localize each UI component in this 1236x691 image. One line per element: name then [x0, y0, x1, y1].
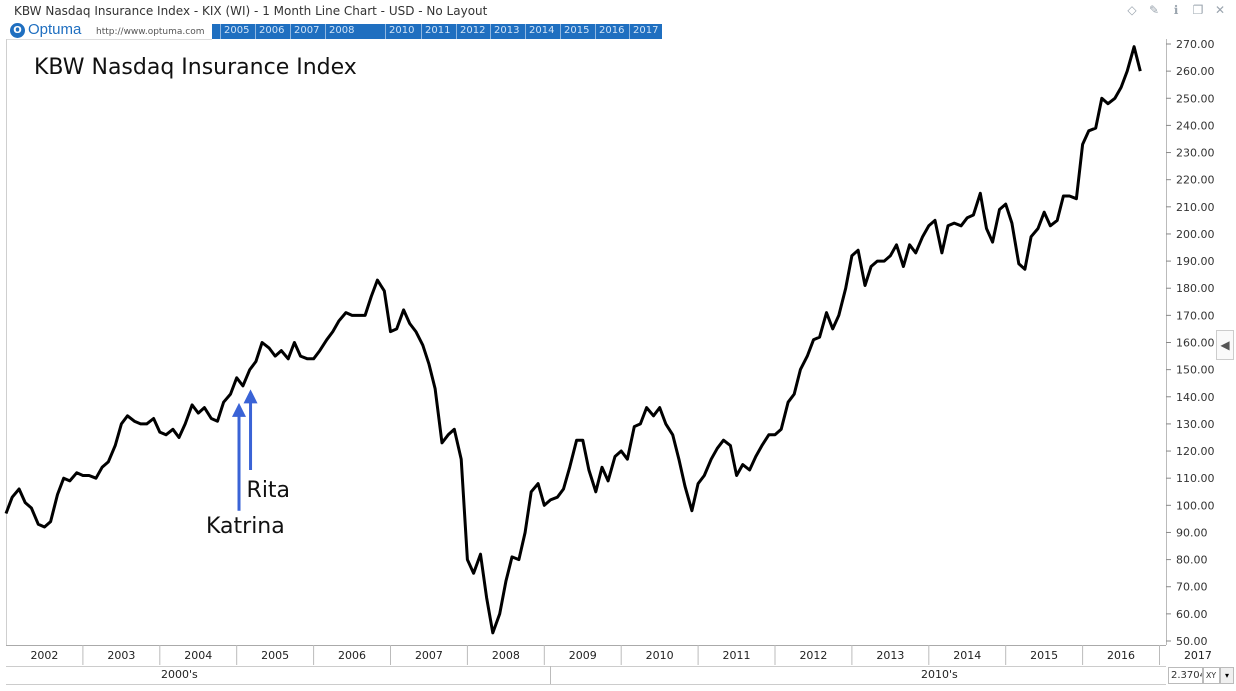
navigator-year[interactable]: 2010: [389, 25, 415, 36]
x-tick-label: 2015: [1030, 649, 1058, 662]
navigator-year[interactable]: 2011: [425, 25, 451, 36]
annotation-label: Katrina: [206, 513, 285, 539]
x-tick-label: 2004: [184, 649, 212, 662]
y-tick-label: 200.00: [1176, 228, 1215, 241]
y-tick-label: 130.00: [1176, 418, 1215, 431]
x-tick-label: 2014: [953, 649, 981, 662]
close-icon[interactable]: ✕: [1214, 3, 1226, 17]
navigator-divider: [525, 24, 526, 39]
y-tick-label: 80.00: [1176, 554, 1208, 567]
y-tick-label: 150.00: [1176, 364, 1215, 377]
diamond-icon[interactable]: ◇: [1127, 3, 1137, 17]
plot-area[interactable]: [6, 39, 1167, 645]
series-line: [4, 45, 1142, 635]
x-tick-label: 2016: [1107, 649, 1135, 662]
logo-url: http://www.optuma.com: [96, 27, 205, 37]
window-controls: ◇ ✎ ℹ ❐ ✕: [1124, 3, 1228, 17]
navigator-year[interactable]: 2014: [529, 25, 555, 36]
x-tick-label: 2010: [646, 649, 674, 662]
restore-icon[interactable]: ❐: [1192, 3, 1204, 17]
y-tick-label: 230.00: [1176, 147, 1215, 160]
optuma-logo: O Optuma http://www.optuma.com: [6, 21, 212, 40]
y-tick-label: 210.00: [1176, 201, 1215, 214]
navigator-year[interactable]: 2015: [564, 25, 590, 36]
dropdown-button[interactable]: ▾: [1220, 667, 1234, 684]
x-tick-label: 2006: [338, 649, 366, 662]
x-tick-label: 2017: [1184, 649, 1212, 662]
x-tick-label: 2005: [261, 649, 289, 662]
navigator-strip[interactable]: O Optuma http://www.optuma.com 2005 2006 2…: [6, 21, 1162, 40]
logo-text: Optuma: [28, 21, 82, 38]
navigator-divider: [560, 24, 561, 39]
x-tick-label: 2008: [492, 649, 520, 662]
navigator-divider: [220, 24, 221, 39]
navigator-year[interactable]: 2017: [633, 25, 659, 36]
navigator-divider: [629, 24, 630, 39]
y-tick-label: 240.00: [1176, 119, 1215, 132]
x-tick-label: 2002: [30, 649, 58, 662]
chart-title: KBW Nasdaq Insurance Index: [34, 55, 357, 80]
crosshair-readout: 2.3704: [1168, 667, 1204, 684]
xy-toggle-button[interactable]: XY: [1202, 667, 1220, 684]
x-tick-label: 2009: [569, 649, 597, 662]
x-tick-label: 2003: [107, 649, 135, 662]
y-tick-label: 120.00: [1176, 445, 1215, 458]
x-tick-label: 2011: [723, 649, 751, 662]
decade-label-2000s: 2000's: [161, 668, 198, 681]
y-tick-label: 260.00: [1176, 65, 1215, 78]
x-tick-label: 2013: [876, 649, 904, 662]
navigator-divider: [456, 24, 457, 39]
navigator-divider: [385, 24, 386, 39]
x-tick-label: 2007: [415, 649, 443, 662]
window-titlebar: KBW Nasdaq Insurance Index - KIX (WI) - …: [0, 0, 1236, 22]
navigator-year[interactable]: 2008: [329, 25, 355, 36]
navigator-year[interactable]: 2013: [494, 25, 520, 36]
navigator-divider: [490, 24, 491, 39]
y-tick-label: 250.00: [1176, 92, 1215, 105]
info-icon[interactable]: ℹ: [1173, 3, 1179, 17]
y-tick-label: 170.00: [1176, 309, 1215, 322]
y-tick-label: 220.00: [1176, 174, 1215, 187]
decade-divider: [550, 666, 551, 684]
annotation-arrow-head: [243, 389, 258, 404]
y-tick-label: 180.00: [1176, 282, 1215, 295]
navigator-year[interactable]: 2016: [599, 25, 625, 36]
y-tick-label: 60.00: [1176, 608, 1208, 621]
navigator-divider: [421, 24, 422, 39]
annotation-label: Rita: [246, 478, 291, 504]
pin-icon[interactable]: ✎: [1148, 3, 1160, 17]
navigator-year[interactable]: 2005: [224, 25, 250, 36]
decade-axis: 2000's 2010's: [6, 666, 1166, 685]
navigator-divider: [325, 24, 326, 39]
window-title: KBW Nasdaq Insurance Index - KIX (WI) - …: [14, 4, 488, 18]
y-tick-label: 100.00: [1176, 499, 1215, 512]
navigator-divider: [255, 24, 256, 39]
y-tick-label: 110.00: [1176, 472, 1215, 485]
optuma-logo-icon: O: [10, 23, 25, 38]
decade-label-2010s: 2010's: [921, 668, 958, 681]
navigator-year[interactable]: 2012: [460, 25, 486, 36]
x-tick-label: 2012: [799, 649, 827, 662]
y-tick-label: 190.00: [1176, 255, 1215, 268]
navigator-year[interactable]: 2006: [259, 25, 285, 36]
navigator-divider: [290, 24, 291, 39]
navigator-divider: [595, 24, 596, 39]
y-tick-label: 270.00: [1176, 38, 1215, 51]
y-tick-label: 90.00: [1176, 526, 1208, 539]
navigator-year[interactable]: 2007: [294, 25, 320, 36]
y-tick-label: 140.00: [1176, 391, 1215, 404]
x-axis-panel[interactable]: [6, 645, 1166, 667]
y-tick-label: 70.00: [1176, 581, 1208, 594]
collapse-panel-button[interactable]: ◀: [1216, 330, 1234, 360]
y-tick-label: 50.00: [1176, 635, 1208, 648]
annotation-arrow-head: [232, 402, 247, 417]
navigator-bar[interactable]: 2005 2006 2007 2008 2010 2011 2012 2013 2014 2015…: [212, 24, 662, 39]
y-tick-label: 160.00: [1176, 337, 1215, 350]
